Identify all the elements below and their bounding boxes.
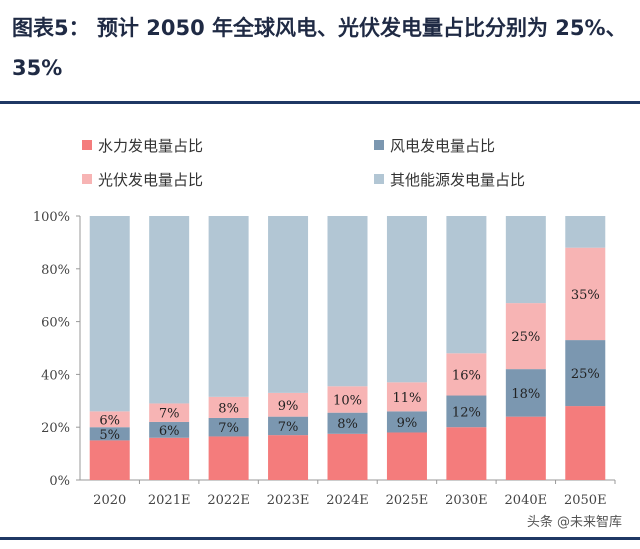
legend-swatch-0	[82, 140, 92, 150]
bar-2023E-s2	[268, 392, 309, 417]
bar-2020-s2	[89, 411, 130, 428]
bar-2022E-s2	[208, 396, 249, 418]
bar-2024E-s1	[327, 412, 368, 434]
bar-2023E-s0	[268, 435, 309, 480]
data-label-2024E-s1: 8%	[337, 417, 358, 432]
bar-2020-s3	[89, 216, 130, 412]
bottom-rule	[0, 537, 640, 540]
data-label-2025E-s1: 9%	[397, 416, 418, 431]
y-tick-label-0: 0%	[49, 474, 70, 489]
data-label-2020-s2: 6%	[99, 413, 120, 428]
x-tick-label-3: 2023E	[267, 493, 310, 508]
x-tick-label-7: 2040E	[505, 493, 548, 508]
data-label-2024E-s2: 10%	[333, 393, 362, 408]
watermark: 头条 @未来智库	[526, 515, 622, 530]
data-label-2021E-s2: 7%	[159, 407, 180, 422]
y-tick-label-5: 100%	[33, 210, 70, 225]
legend-label-1: 风电发电量占比	[390, 137, 495, 155]
y-tick-label-2: 40%	[41, 368, 70, 383]
bar-2022E-s3	[208, 216, 249, 397]
data-label-2022E-s1: 7%	[218, 421, 239, 436]
bar-2022E-s1	[208, 417, 249, 437]
x-tick-label-4: 2024E	[326, 493, 369, 508]
x-tick-label-6: 2030E	[445, 493, 488, 508]
x-tick-label-8: 2050E	[564, 493, 607, 508]
bar-2021E-s0	[149, 437, 190, 480]
x-tick-label-5: 2025E	[386, 493, 429, 508]
bar-2030E-s2	[446, 353, 487, 396]
data-label-2023E-s1: 7%	[278, 420, 299, 435]
x-tick-label-0: 2020	[93, 493, 126, 508]
x-tick-label-1: 2021E	[148, 493, 191, 508]
bar-2024E-s3	[327, 216, 368, 387]
bar-2030E-s3	[446, 216, 487, 354]
top-rule	[0, 101, 640, 104]
bar-2040E-s2	[505, 303, 546, 370]
bar-2021E-s1	[149, 421, 190, 438]
y-tick-label-4: 80%	[41, 263, 70, 278]
legend-label-3: 其他能源发电量占比	[390, 171, 525, 189]
legend-label-2: 光伏发电量占比	[98, 171, 203, 189]
bar-2040E-s3	[505, 216, 546, 304]
bar-2024E-s2	[327, 386, 368, 413]
bar-2023E-s1	[268, 416, 309, 436]
bar-2021E-s3	[149, 216, 190, 404]
data-label-2040E-s1: 18%	[511, 387, 540, 402]
data-label-2050E-s1: 25%	[571, 367, 600, 382]
bar-2050E-s3	[565, 216, 606, 248]
bar-2020-s1	[89, 427, 130, 441]
bar-2025E-s1	[386, 411, 427, 433]
y-tick-label-3: 60%	[41, 316, 70, 331]
bar-2022E-s0	[208, 436, 249, 480]
data-label-2020-s1: 5%	[99, 428, 120, 443]
data-label-2023E-s2: 9%	[278, 399, 299, 414]
data-label-2030E-s1: 12%	[452, 405, 481, 420]
data-label-2022E-s2: 8%	[218, 401, 239, 416]
legend-swatch-3	[374, 174, 384, 184]
bar-2030E-s0	[446, 427, 487, 480]
bar-2050E-s2	[565, 247, 606, 341]
bar-2025E-s2	[386, 382, 427, 412]
bar-2030E-s1	[446, 395, 487, 428]
bar-2025E-s0	[386, 432, 427, 480]
data-label-2030E-s2: 16%	[452, 368, 481, 383]
chart-title: 图表5： 预计 2050 年全球风电、光伏发电量占比分别为 25%、35%	[12, 16, 627, 80]
bar-2024E-s0	[327, 433, 368, 480]
legend-swatch-1	[374, 140, 384, 150]
data-label-2050E-s2: 35%	[571, 288, 600, 303]
bar-2020-s0	[89, 440, 130, 480]
x-tick-label-2: 2022E	[207, 493, 250, 508]
bar-2025E-s3	[386, 216, 427, 383]
bar-2021E-s2	[149, 403, 190, 422]
bar-2050E-s1	[565, 340, 606, 407]
bar-2040E-s0	[505, 416, 546, 480]
y-tick-label-1: 20%	[41, 421, 70, 436]
data-label-2025E-s2: 11%	[392, 391, 421, 406]
bar-2023E-s3	[268, 216, 309, 393]
legend-label-0: 水力发电量占比	[98, 137, 203, 155]
bar-2050E-s0	[565, 406, 606, 480]
legend-swatch-2	[82, 174, 92, 184]
data-label-2021E-s1: 6%	[159, 424, 180, 439]
data-label-2040E-s2: 25%	[511, 330, 540, 345]
bar-2040E-s1	[505, 369, 546, 417]
